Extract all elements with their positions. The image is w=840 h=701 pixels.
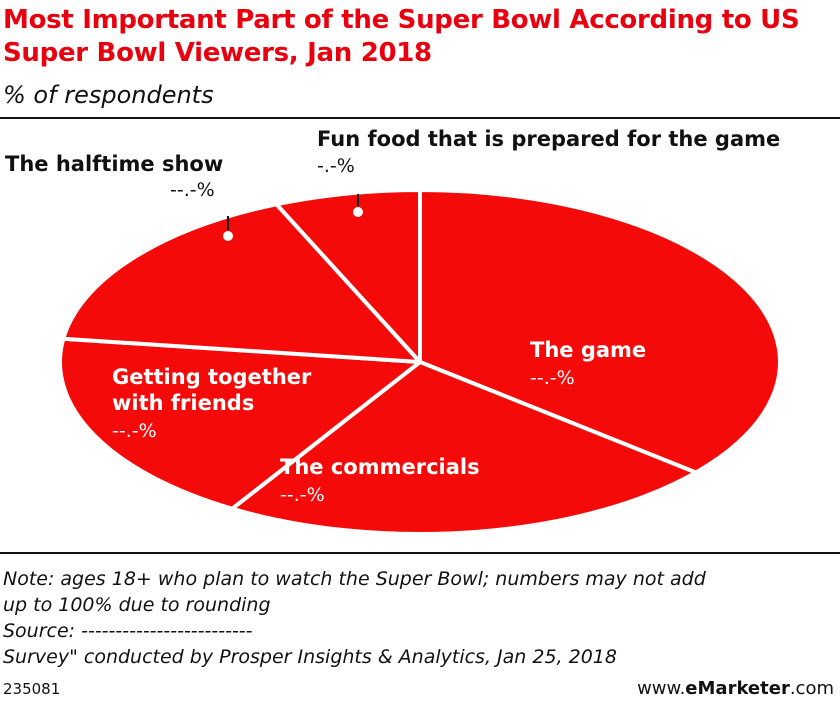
slice-label-fun-food: Fun food that is prepared for the game: [317, 127, 780, 151]
brand-url: www.eMarketer.com: [637, 678, 834, 699]
source-line: Source: -------------------------: [3, 620, 253, 642]
slice-value-halftime-show: --.-%: [170, 179, 215, 201]
label-dot-halftime: [223, 231, 233, 241]
slice-value-the-game: --.-%: [530, 367, 575, 389]
note-line: Note: ages 18+ who plan to watch the Sup…: [3, 568, 706, 590]
pie-slice-the-game: [418, 188, 782, 475]
source-line: Survey" conducted by Prosper Insights & …: [3, 646, 617, 668]
pie-label-markers: [223, 194, 363, 241]
brand-name: eMarketer: [685, 678, 790, 699]
pie-slice-the-commercials: [230, 360, 698, 536]
slice-value-getting-together: --.-%: [112, 420, 157, 442]
bottom-rule: [0, 552, 840, 554]
slice-label-the-commercials: The commercials: [280, 455, 480, 479]
pie-slice-fun-food: [274, 188, 422, 364]
chart-title: Most Important Part of the Super Bowl Ac…: [3, 5, 800, 68]
slice-value-the-commercials: --.-%: [280, 484, 325, 506]
label-dot-fun-food: [353, 207, 363, 217]
note-line: up to 100% due to rounding: [3, 594, 271, 616]
chart-notes: Note: ages 18+ who plan to watch the Sup…: [3, 566, 837, 670]
pie-slice-halftime-show: [61, 202, 422, 364]
chart-subtitle: % of respondents: [3, 81, 214, 109]
slice-label-getting-together-line2: with friends: [112, 391, 254, 415]
brand-prefix: www.: [637, 678, 686, 699]
slice-value-fun-food: -.-%: [317, 155, 355, 177]
slice-label-halftime-show: The halftime show: [5, 152, 223, 176]
chart-id: 235081: [3, 680, 61, 698]
pie-chart: The game --.-% The commercials --.-% Get…: [5, 127, 782, 536]
slice-label-getting-together-line1: Getting together: [112, 365, 312, 389]
top-rule: [0, 117, 840, 119]
slice-label-the-game: The game: [530, 338, 646, 362]
pie-slice-getting-together: [58, 336, 422, 511]
pie-slices: [58, 188, 782, 536]
brand-suffix: .com: [789, 678, 834, 699]
